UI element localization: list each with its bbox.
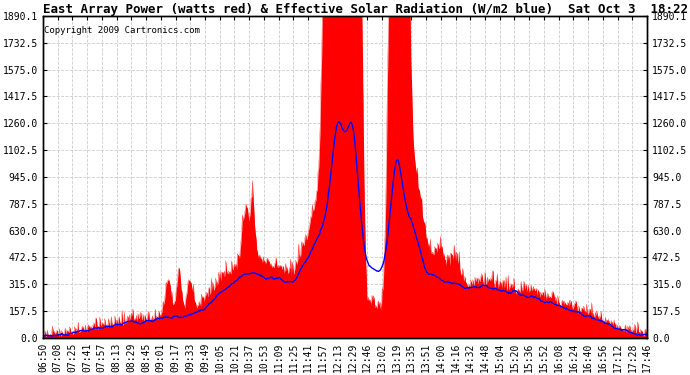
Text: East Array Power (watts red) & Effective Solar Radiation (W/m2 blue)  Sat Oct 3 : East Array Power (watts red) & Effective… [43, 3, 688, 16]
Text: Copyright 2009 Cartronics.com: Copyright 2009 Cartronics.com [44, 26, 200, 34]
